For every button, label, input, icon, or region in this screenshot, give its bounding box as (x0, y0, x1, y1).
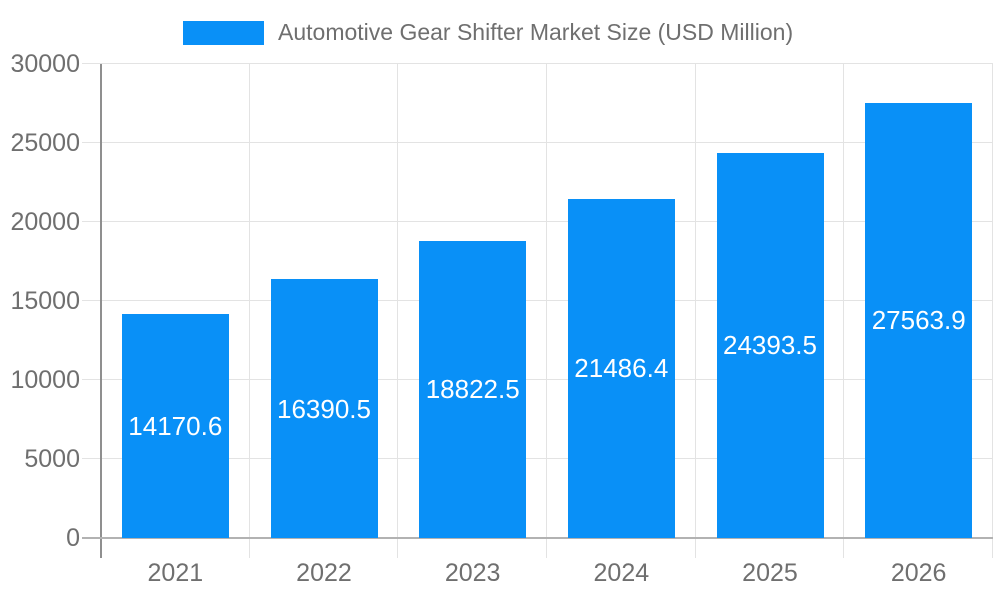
plot-area: 14170.6 16390.5 18822.5 21486.4 24393.5 27563… (82, 63, 993, 558)
h-gridline (82, 221, 993, 222)
x-tick-label-2024: 2024 (593, 559, 650, 587)
v-gridline (843, 64, 844, 558)
x-axis-labels: 2021 2022 2023 2024 2025 2026 (101, 558, 993, 590)
h-gridline (82, 379, 993, 380)
y-axis-labels: 0 5000 10000 15000 20000 25000 30000 (0, 50, 80, 552)
v-gridline (546, 64, 547, 558)
bar-2023[interactable]: 18822.5 (419, 240, 527, 538)
bar-value-label: 18822.5 (425, 374, 520, 405)
y-axis-line (100, 64, 102, 558)
legend-color-swatch (183, 20, 264, 45)
bar-value-label: 14170.6 (128, 411, 223, 442)
bar-value-label: 21486.4 (574, 353, 669, 384)
v-gridline (397, 64, 398, 558)
v-gridline (695, 64, 696, 558)
x-tick-label-2025: 2025 (742, 559, 798, 587)
y-tick-label-30000: 30000 (10, 50, 80, 78)
h-gridline (82, 142, 993, 143)
x-tick-label-2022: 2022 (296, 559, 352, 587)
bar-2022[interactable]: 16390.5 (270, 279, 378, 538)
y-tick-label-0: 0 (66, 524, 80, 552)
bar-2021[interactable]: 14170.6 (121, 314, 229, 538)
legend: Automotive Gear Shifter Market Size (USD… (183, 19, 793, 46)
v-gridline (249, 64, 250, 558)
bar-2024[interactable]: 21486.4 (567, 198, 675, 538)
x-baseline (82, 537, 993, 539)
bar-2026[interactable]: 27563.9 (865, 102, 973, 538)
v-gridline (992, 64, 993, 558)
y-tick-label-5000: 5000 (24, 445, 80, 473)
x-tick-label-2021: 2021 (147, 559, 204, 587)
bar-2025[interactable]: 24393.5 (716, 152, 824, 538)
y-tick-label-20000: 20000 (10, 208, 80, 236)
y-tick-label-15000: 15000 (10, 287, 80, 315)
h-gridline (82, 63, 993, 64)
x-tick-label-2026: 2026 (890, 559, 947, 587)
bar-value-label: 16390.5 (277, 393, 371, 424)
h-gridline (82, 300, 993, 301)
y-tick-label-10000: 10000 (10, 366, 80, 394)
legend-label: Automotive Gear Shifter Market Size (USD… (278, 19, 794, 45)
bar-value-label: 27563.9 (871, 305, 966, 336)
h-gridline (82, 458, 993, 459)
x-tick-label-2023: 2023 (444, 559, 501, 587)
y-tick-label-25000: 25000 (10, 129, 80, 157)
bar-value-label: 24393.5 (723, 330, 817, 361)
